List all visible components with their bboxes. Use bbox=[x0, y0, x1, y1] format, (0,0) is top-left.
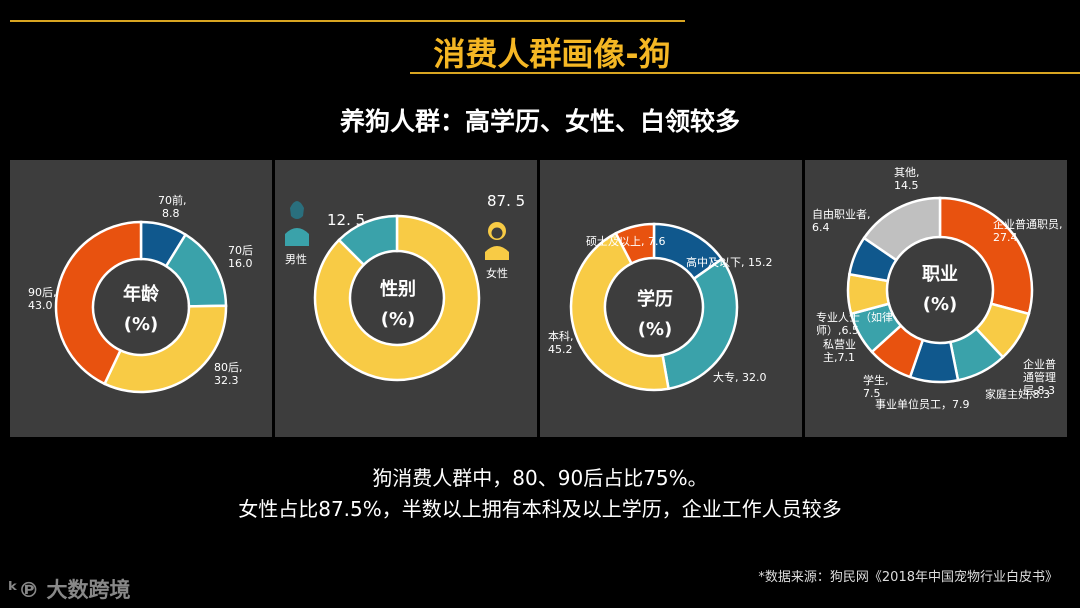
logo-text: 大数跨境 bbox=[46, 578, 131, 602]
label-female: 女性 bbox=[486, 267, 508, 280]
occupation-donut-chart bbox=[846, 196, 1034, 384]
occupation-center-label: 职业 (%) bbox=[910, 260, 970, 320]
page-title: 消费人群画像-狗 bbox=[433, 35, 671, 73]
occupation-chart-panel: 职业 (%) 其他, 14.5 自由职业者, 6.4 企业普通职员, 27.4 专业人… bbox=[805, 160, 1067, 437]
top-divider bbox=[10, 20, 685, 22]
summary-line-1: 狗消费人群中，80、90后占比75%。 bbox=[372, 466, 708, 490]
label-high-school: 高中及以下, 15.2 bbox=[686, 256, 773, 269]
label-private-owner: 私营业主,7.1 bbox=[823, 338, 856, 364]
donut-slice-0-2 bbox=[102, 304, 228, 394]
donut-slice-0-3 bbox=[54, 220, 143, 386]
education-center-unit: (%) bbox=[637, 319, 673, 340]
summary-line-2: 女性占比87.5%，半数以上拥有本科及以上学历，企业工作人员较多 bbox=[238, 497, 842, 521]
occupation-center-title: 职业 bbox=[922, 264, 958, 285]
label-80-after: 80后, 32.3 bbox=[214, 361, 243, 387]
age-donut-chart bbox=[54, 220, 228, 394]
gender-center-unit: (%) bbox=[380, 309, 416, 330]
label-college: 大专, 32.0 bbox=[713, 371, 767, 384]
value-female: 87. 5 bbox=[487, 192, 526, 210]
label-professional: 专业人士（如律师）,6.5 bbox=[816, 311, 893, 337]
label-master: 硕士及以上, 7.6 bbox=[586, 235, 666, 248]
age-center-unit: (%) bbox=[123, 314, 159, 335]
label-70-after: 70后 16.0 bbox=[228, 244, 253, 270]
age-center-title: 年龄 bbox=[123, 284, 159, 305]
gender-chart-panel: 性别 (%) 男性 12. 5 女性 87. 5 bbox=[275, 160, 537, 437]
education-center-title: 学历 bbox=[637, 289, 673, 310]
label-male: 男性 bbox=[285, 253, 307, 266]
title-divider bbox=[410, 72, 1080, 74]
title-box: 消费人群画像-狗 bbox=[408, 32, 696, 73]
age-center-label: 年龄 (%) bbox=[111, 280, 171, 340]
donut-slice-1-0 bbox=[313, 214, 481, 382]
male-icon bbox=[285, 201, 309, 246]
brand-logo: ᵏ℗ 大数跨境 bbox=[8, 574, 131, 604]
gender-donut-chart bbox=[313, 214, 481, 382]
value-male: 12. 5 bbox=[327, 211, 366, 229]
education-donut-chart bbox=[569, 222, 739, 392]
donut-slice-3-0 bbox=[938, 196, 1034, 316]
label-90-after: 90后, 43.0 bbox=[28, 286, 57, 312]
label-freelancer: 自由职业者, 6.4 bbox=[812, 208, 871, 234]
label-bachelor: 本科, 45.2 bbox=[548, 330, 574, 356]
label-employee: 企业普通职员, 27.4 bbox=[993, 218, 1063, 244]
donut-slice-2-2 bbox=[569, 231, 670, 392]
donut-slice-2-1 bbox=[661, 257, 739, 391]
occupation-center-unit: (%) bbox=[922, 294, 958, 315]
donut-slice-1-1 bbox=[337, 214, 399, 267]
label-70-before: 70前, 8.8 bbox=[158, 194, 187, 220]
label-other: 其他, 14.5 bbox=[894, 166, 920, 192]
label-student: 学生, 7.5 bbox=[863, 374, 889, 400]
page-subtitle: 养狗人群：高学历、女性、白领较多 bbox=[339, 107, 740, 136]
donut-slice-3-8 bbox=[862, 196, 942, 262]
female-icon bbox=[485, 222, 509, 260]
donut-slice-2-3 bbox=[614, 222, 656, 266]
education-center-label: 学历 (%) bbox=[625, 285, 685, 345]
data-source-note: *数据来源：狗民网《2018年中国宠物行业白皮书》 bbox=[758, 570, 1058, 585]
label-housewife: 家庭主妇,8.3 bbox=[985, 388, 1050, 401]
age-chart-panel: 年龄 (%) 70前, 8.8 70后 16.0 80后, 32.3 90后, 43.0 bbox=[10, 160, 272, 437]
label-management: 企业普通管理层,8.3 bbox=[1023, 358, 1056, 397]
education-chart-panel: 学历 (%) 硕士及以上, 7.6 高中及以下, 15.2 大专, 32.0 本… bbox=[540, 160, 802, 437]
logo-glyph: ᵏ℗ bbox=[8, 578, 40, 602]
gender-center-title: 性别 bbox=[380, 279, 416, 300]
label-public-institution: 事业单位员工，7.9 bbox=[875, 398, 970, 411]
gender-center-label: 性别 (%) bbox=[368, 275, 428, 335]
